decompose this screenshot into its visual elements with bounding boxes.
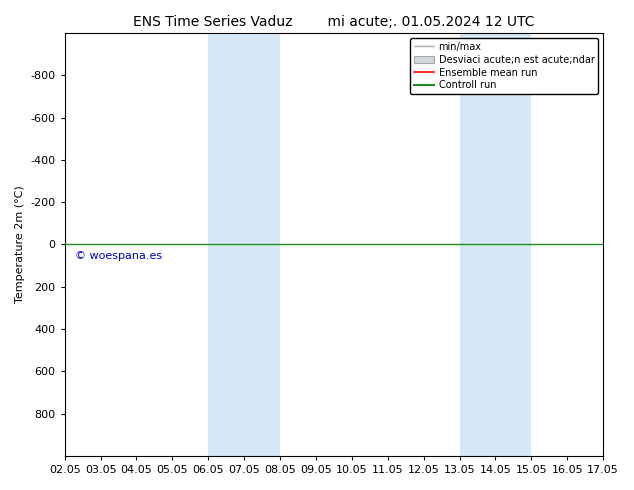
Legend: min/max, Desviaci acute;n est acute;ndar, Ensemble mean run, Controll run: min/max, Desviaci acute;n est acute;ndar… <box>410 38 598 95</box>
Bar <box>209 33 280 456</box>
Y-axis label: Temperature 2m (°C): Temperature 2m (°C) <box>15 186 25 303</box>
Text: © woespana.es: © woespana.es <box>75 251 162 261</box>
Title: ENS Time Series Vaduz        mi acute;. 01.05.2024 12 UTC: ENS Time Series Vaduz mi acute;. 01.05.2… <box>133 15 534 29</box>
Bar <box>460 33 531 456</box>
